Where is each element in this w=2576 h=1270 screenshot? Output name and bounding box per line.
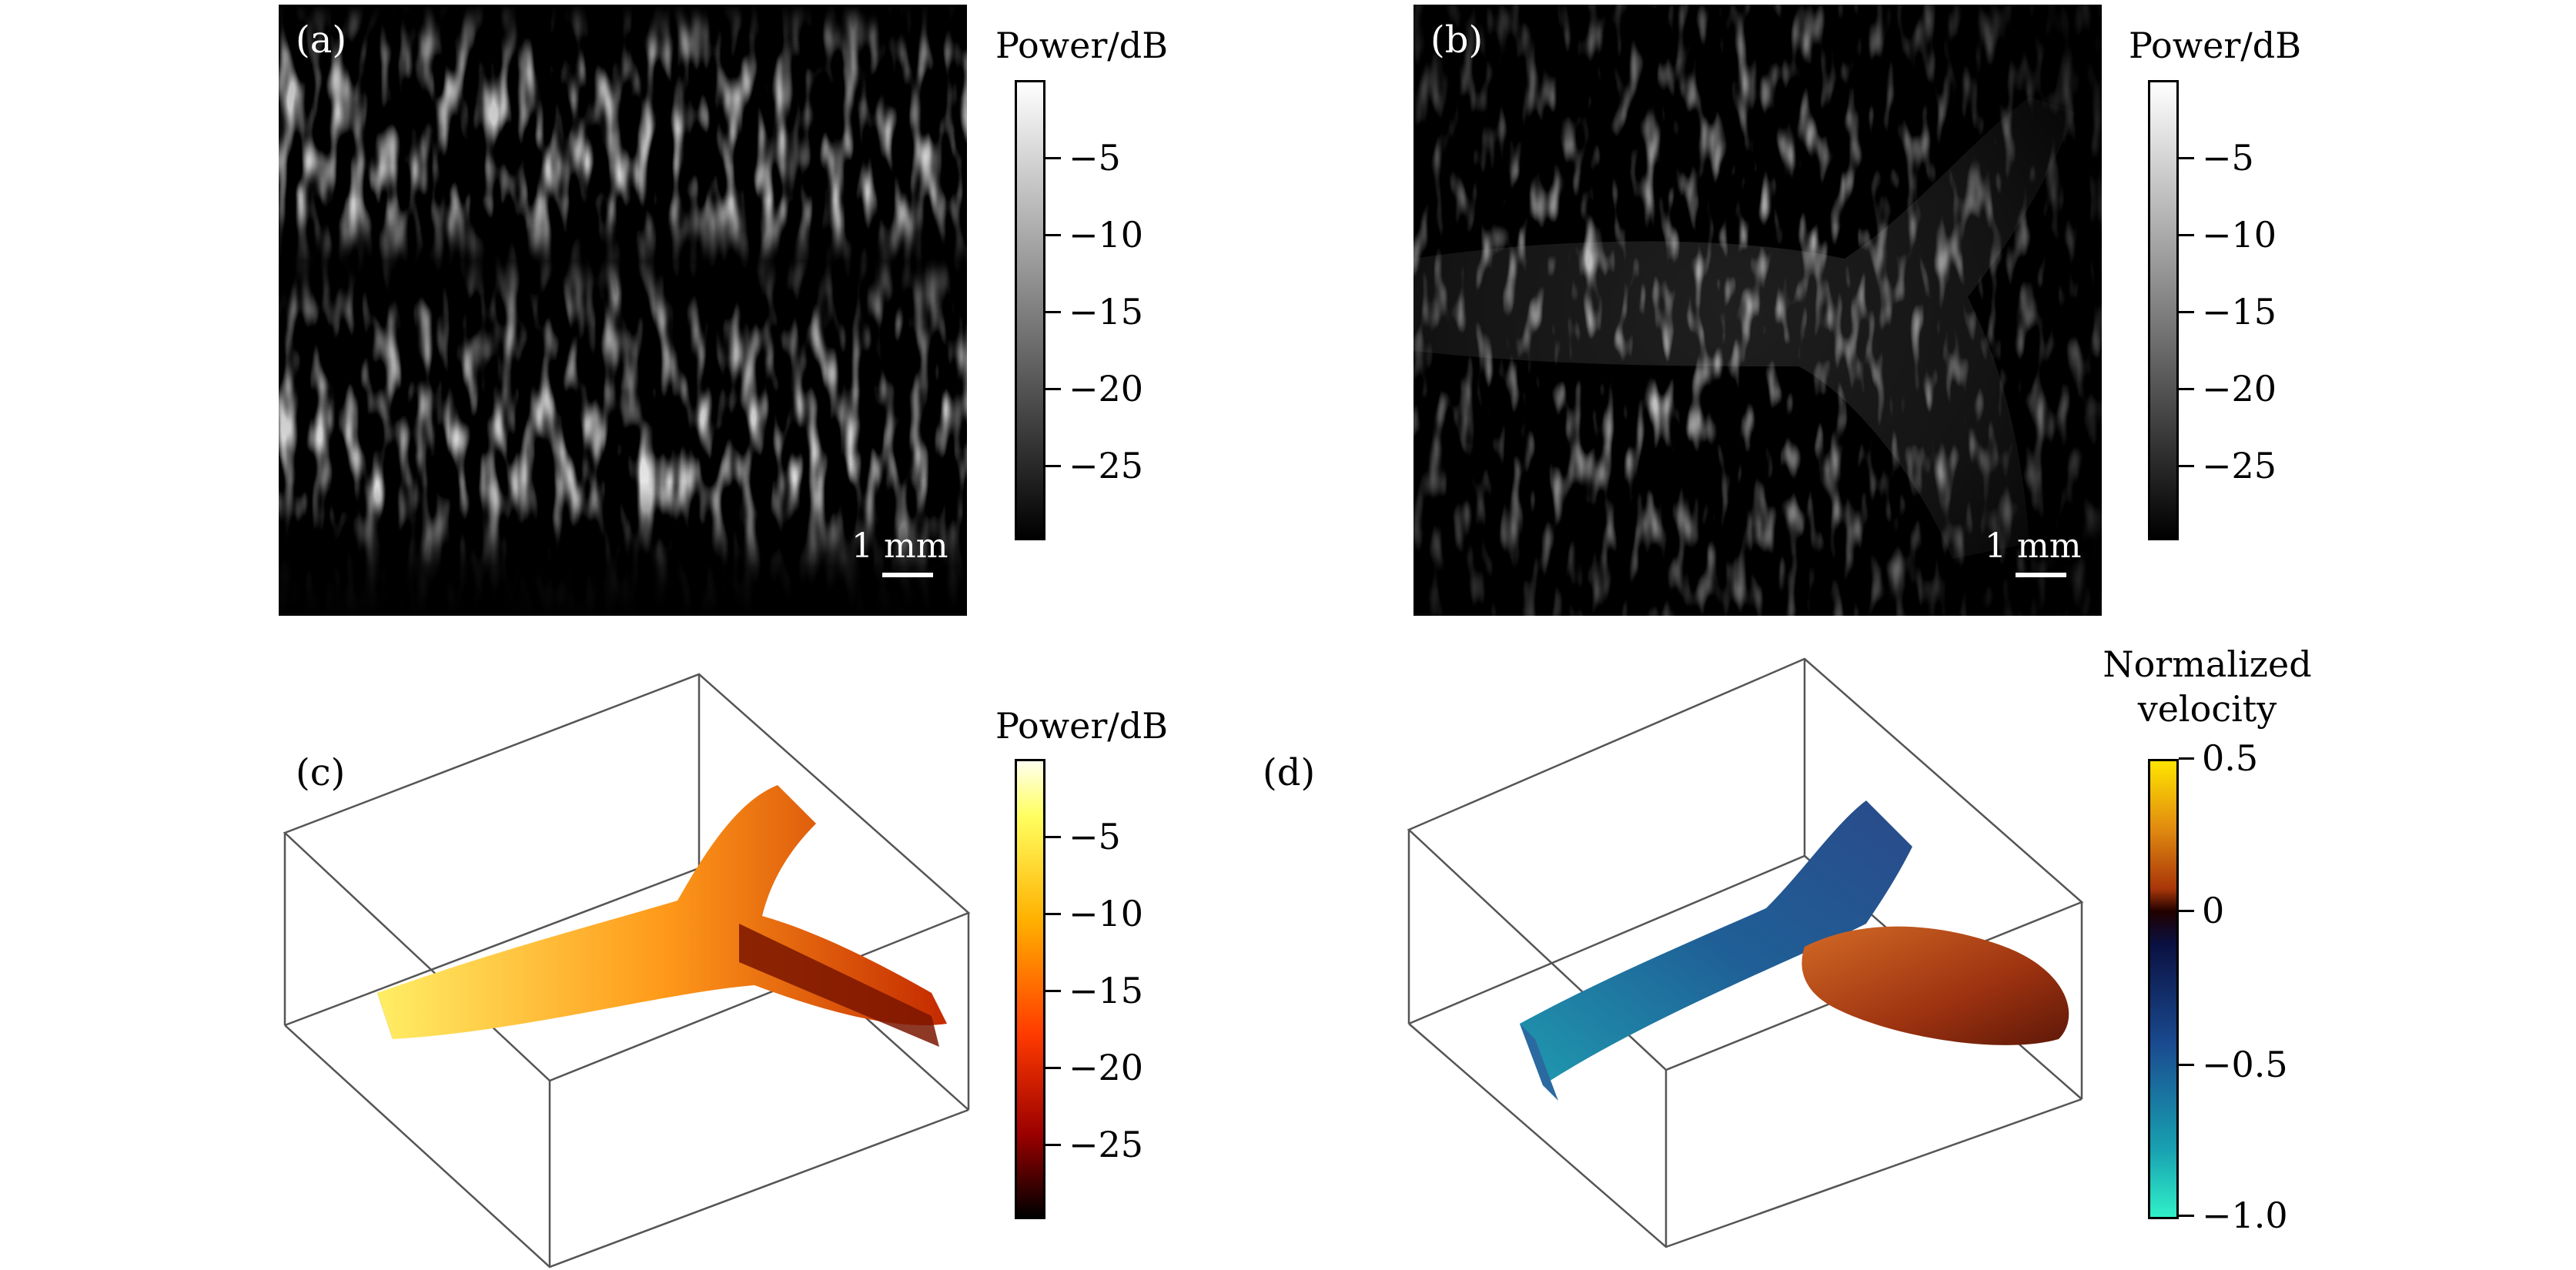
colorbar-d-tick: 0 [2178,890,2225,931]
colorbar-a [1015,80,1045,540]
panel-b-scale-bar [2016,573,2066,577]
panel-b-label: (b) [1430,18,1484,62]
colorbar-c-tick: −20 [1045,1047,1144,1088]
panel-c-3d-render [283,673,971,1268]
colorbar-b-tick: −15 [2178,291,2277,333]
colorbar-b-tick: −20 [2178,368,2277,409]
colorbar-a-title: Power/dB [995,25,1169,66]
colorbar-d-title-line2: velocity [2137,688,2277,730]
colorbar-a-tick: −10 [1045,214,1144,256]
colorbar-a-tick: −5 [1045,137,1121,179]
colorbar-c-tick: −10 [1045,893,1144,934]
colorbar-b-tick: −25 [2178,445,2277,486]
panel-b-scale-bar-label: 1 mm [1985,526,2082,566]
panel-b-image [1413,5,2102,616]
colorbar-d [2148,759,2179,1219]
colorbar-a-tick: −20 [1045,368,1144,409]
colorbar-b-tick: −10 [2178,214,2277,256]
colorbar-b [2148,80,2179,540]
colorbar-c-tick: −25 [1045,1124,1144,1165]
panel-c-label: (c) [296,751,346,794]
panel-a-image [279,5,967,616]
colorbar-d-title-line1: Normalized [2103,643,2312,685]
panel-d-3d-render [1407,657,2084,1248]
colorbar-c [1015,759,1045,1219]
panel-a-scale-bar-label: 1 mm [851,526,948,566]
colorbar-a-tick: −25 [1045,445,1144,486]
colorbar-b-tick: −5 [2179,137,2254,179]
panel-a-label: (a) [296,18,347,62]
colorbar-a-tick: −15 [1045,291,1144,333]
colorbar-c-title: Power/dB [995,705,1169,747]
panel-d-label: (d) [1263,751,1316,794]
colorbar-d-tick: −1.0 [2179,1195,2288,1236]
colorbar-d-tick: −0.5 [2179,1044,2288,1085]
colorbar-c-tick: −15 [1045,970,1144,1011]
panel-a-scale-bar [882,573,933,577]
colorbar-d-tick: 0.5 [2178,737,2259,779]
colorbar-b-title: Power/dB [2128,25,2302,66]
colorbar-c-tick: −5 [1045,816,1121,857]
